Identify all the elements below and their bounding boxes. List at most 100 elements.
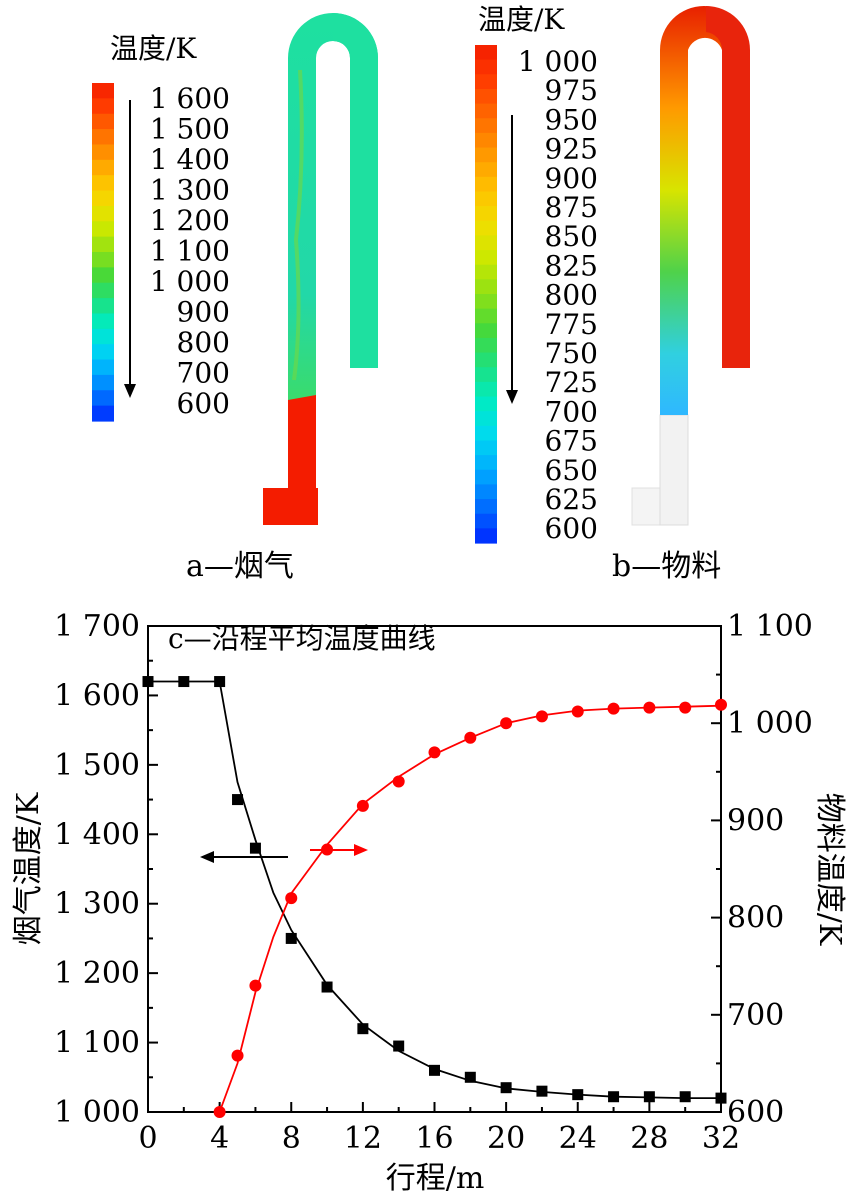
x-tick-label: 28: [630, 1121, 668, 1156]
colorbar-segment: [475, 162, 497, 178]
colorbar-segment: [475, 118, 497, 134]
gas-temperature-point: [285, 932, 297, 944]
legend-label: 800: [545, 279, 598, 312]
gas-temperature-point: [715, 1092, 727, 1104]
panel-a-arrowhead: [124, 384, 136, 398]
gas-temperature-point: [572, 1089, 584, 1101]
colorbar-segment: [475, 352, 497, 368]
x-tick-label: 16: [415, 1121, 453, 1156]
y-axis-left: 1 000 1 100 1 200 1 300 1 400 1 500 1 600 1 700: [54, 609, 158, 1130]
panel-a-colorbar: [92, 83, 114, 422]
colorbar-segment: [475, 206, 497, 222]
colorbar-segment: [475, 191, 497, 207]
material-temperature-point: [679, 701, 692, 714]
colorbar-segment: [475, 455, 497, 471]
gas-temperature-point: [232, 794, 244, 806]
colorbar-segment: [475, 235, 497, 251]
legend-label: 1 000: [150, 265, 230, 298]
legend-label: 1 100: [150, 235, 230, 268]
y-tick-label: 1 400: [54, 817, 140, 852]
material-temperature-point: [715, 698, 727, 711]
colorbar-segment: [475, 88, 497, 105]
legend-label: 1 200: [150, 204, 230, 237]
colorbar-segment: [92, 98, 114, 115]
x-tick-label: 12: [344, 1121, 382, 1156]
gas-temperature-point: [142, 676, 154, 688]
colorbar-segment: [92, 221, 114, 238]
panel-b-arrowhead: [506, 390, 518, 404]
panel-a-caption: a—烟气: [186, 549, 294, 584]
material-temperature-point: [356, 799, 369, 812]
colorbar-segment: [475, 264, 497, 280]
legend-label: 950: [545, 103, 598, 136]
colorbar-segment: [475, 337, 497, 354]
material-temperature-point: [392, 775, 405, 788]
colorbar-segment: [475, 323, 497, 339]
colorbar-segment: [92, 129, 114, 146]
colorbar-segment: [92, 144, 114, 161]
x-tick-label: 24: [559, 1121, 597, 1156]
data-markers: [142, 676, 727, 1118]
legend-label: 925: [545, 133, 598, 166]
material-temperature-point: [643, 701, 656, 714]
gas-temperature-point: [643, 1091, 655, 1103]
y2-tick-label: 900: [727, 803, 784, 838]
gas-plume: [292, 69, 304, 381]
colorbar-segment: [475, 59, 497, 75]
colorbar-segment: [475, 440, 497, 456]
panel-b-legend-labels: 1 00097595092590087585082580077575072570…: [518, 45, 598, 545]
gas-axis-arrowhead: [200, 851, 214, 863]
colorbar-segment: [475, 279, 497, 295]
colorbar-segment: [92, 359, 114, 376]
colorbar-segment: [92, 83, 114, 99]
colorbar-segment: [475, 469, 497, 486]
x-tick-label: 4: [210, 1121, 229, 1156]
colorbar-segment: [92, 252, 114, 268]
material-temperature-point: [607, 702, 620, 715]
colorbar-segment: [475, 411, 497, 427]
y-axis-left-label: 烟气温度/K: [11, 792, 46, 945]
colorbar-segment: [475, 294, 497, 310]
legend-label: 750: [545, 337, 598, 370]
colorbar-segment: [92, 159, 114, 176]
y-tick-label: 1 600: [54, 678, 140, 713]
y-tick-label: 1 100: [54, 1026, 140, 1061]
material-temperature-point: [428, 746, 441, 759]
colorbar-segment: [475, 103, 497, 119]
panel-b: 温度/K 1 000975950925900875850825800775750…: [475, 3, 750, 584]
colorbar-segment: [92, 298, 114, 315]
panel-a-legend-title: 温度/K: [110, 32, 197, 65]
material-temperature-point: [464, 731, 477, 744]
colorbar-segment: [475, 484, 497, 500]
material-empty-riser: [659, 414, 689, 526]
colorbar-segment: [475, 396, 497, 412]
panel-b-legend-title: 温度/K: [478, 3, 565, 36]
y-axis-right-label: 物料温度/K: [812, 793, 847, 946]
material-domain: [631, 6, 750, 526]
colorbar-segment: [475, 499, 497, 515]
colorbar-segment: [475, 132, 497, 149]
x-tick-label: 8: [282, 1121, 301, 1156]
y-tick-label: 1 700: [54, 609, 140, 644]
legend-label: 1 300: [150, 174, 230, 207]
material-axis-arrowhead: [354, 844, 368, 856]
colorbar-segment: [92, 175, 114, 192]
y-tick-label: 1 300: [54, 887, 140, 922]
material-temperature-point: [500, 717, 513, 730]
legend-label: 775: [545, 308, 598, 341]
x-tick-label: 20: [487, 1121, 525, 1156]
legend-label: 825: [545, 249, 598, 282]
legend-label: 600: [177, 387, 230, 420]
colorbar-segment: [92, 113, 114, 130]
colorbar-segment: [92, 374, 114, 391]
colorbar-segment: [92, 190, 114, 207]
legend-label: 1 400: [150, 143, 230, 176]
gas-temperature-point: [393, 1040, 405, 1052]
gas-downcomer: [333, 13, 378, 368]
y-axis-right: 600 700 800 900 1 000 1 100: [711, 609, 813, 1130]
material-temperature-point: [231, 1049, 244, 1062]
colorbar-segment: [475, 513, 497, 529]
colorbar-segment: [475, 176, 497, 193]
colorbar-segment: [92, 205, 114, 222]
gas-fit-line: [148, 680, 721, 1099]
